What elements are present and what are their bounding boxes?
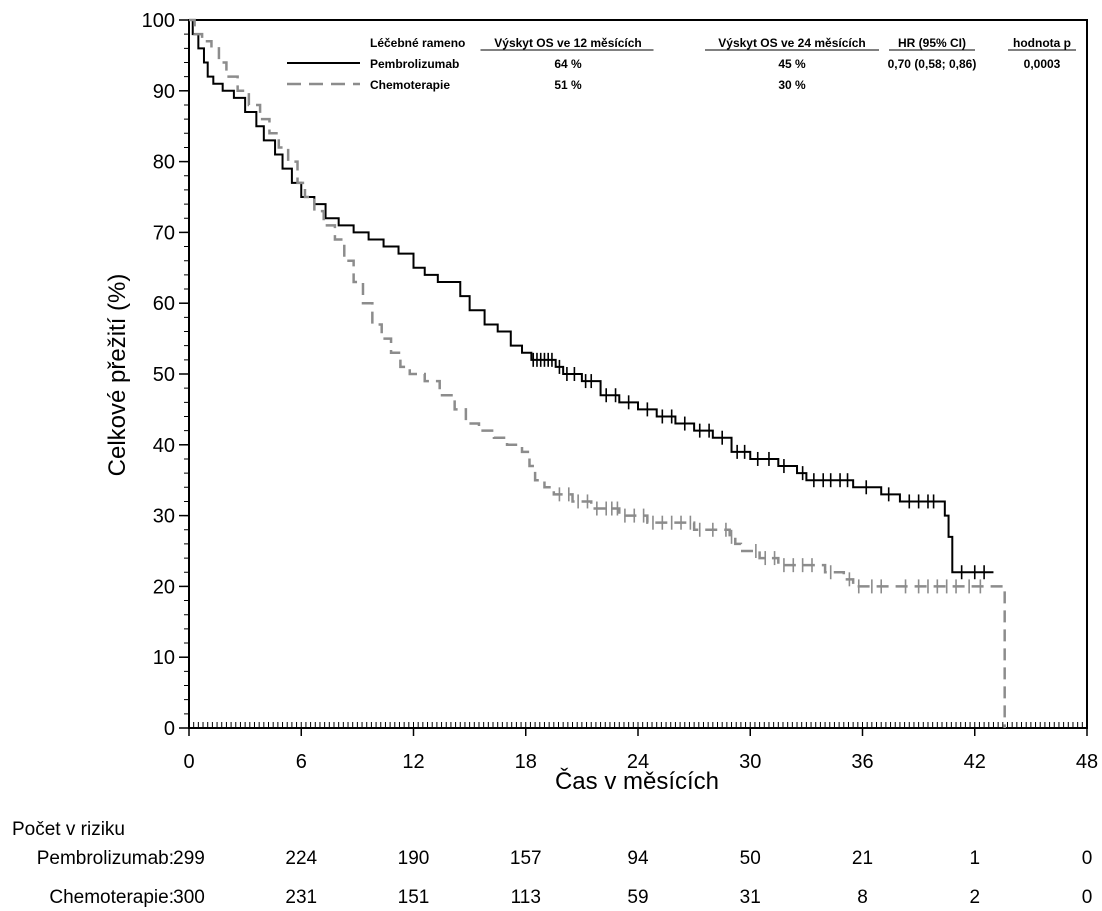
risk-count: 113: [511, 887, 541, 908]
legend-header-arm: Léčebné rameno: [370, 36, 465, 50]
risk-count: 0: [1082, 887, 1093, 908]
x-tick-label: 12: [402, 751, 424, 773]
x-tick-label: 24: [627, 751, 649, 773]
legend-row-0-os24: 45 %: [778, 57, 806, 71]
risk-count: 2: [969, 887, 980, 908]
legend-row-1-arm: Chemoterapie: [370, 78, 450, 92]
risk-row-label: Pembrolizumab:: [37, 848, 174, 869]
x-tick-label: 48: [1076, 751, 1098, 773]
risk-count: 94: [627, 848, 649, 869]
series-line-1: [189, 18, 1006, 728]
legend-header-os24: Výskyt OS ve 24 měsících: [718, 36, 865, 50]
risk-count: 50: [740, 848, 761, 869]
y-tick-label: 30: [153, 506, 175, 528]
risk-count: 8: [857, 887, 868, 908]
legend-header-hr: HR (95% CI): [898, 36, 966, 50]
risk-count: 0: [1082, 848, 1093, 869]
risk-count: 31: [740, 887, 761, 908]
legend-row-0-hr: 0,70 (0,58; 0,86): [888, 57, 977, 71]
plot-frame: [188, 19, 1088, 729]
y-tick-label: 10: [153, 647, 175, 669]
legend-row-0-arm: Pembrolizumab: [370, 57, 459, 71]
x-tick-label: 42: [964, 751, 986, 773]
legend-header-p: hodnota p: [1013, 36, 1071, 50]
legend-header-os12: Výskyt OS ve 12 měsících: [494, 36, 641, 50]
risk-row-label: Chemoterapie:: [49, 887, 174, 908]
survival-curves: [189, 18, 1006, 728]
x-minor-ticks: [188, 722, 1088, 728]
risk-count: 231: [285, 887, 317, 908]
x-tick-label: 18: [515, 751, 537, 773]
y-tick-label: 50: [153, 364, 175, 386]
y-tick-label: 90: [153, 81, 175, 103]
y-axis-title: Celkové přežití (%): [104, 274, 131, 477]
y-tick-label: 100: [142, 10, 175, 32]
y-tick-label: 20: [153, 576, 175, 598]
risk-table-title: Počet v riziku: [12, 819, 125, 840]
risk-count: 299: [173, 848, 205, 869]
y-tick-label: 40: [153, 435, 175, 457]
risk-count: 300: [173, 887, 205, 908]
risk-count: 21: [852, 848, 873, 869]
axes: 0 6 12 18 24 30 36 42 48 0 10 20 30 40 50 60 70 80 90 100: [142, 10, 1099, 773]
legend-row-0-os12: 64 %: [554, 57, 582, 71]
legend-row-1-os12: 51 %: [554, 78, 582, 92]
risk-count: 1: [969, 848, 980, 869]
x-tick-label: 6: [296, 751, 307, 773]
x-axis-title: Čas v měsících: [555, 767, 719, 795]
risk-count: 190: [398, 848, 430, 869]
x-tick-label: 0: [183, 751, 194, 773]
x-tick-label: 36: [851, 751, 873, 773]
risk-count: 224: [285, 848, 317, 869]
x-tick-label: 30: [739, 751, 761, 773]
risk-count: 151: [398, 887, 430, 908]
legend-row-0-p: 0,0003: [1024, 57, 1061, 71]
risk-count: 157: [510, 848, 542, 869]
risk-count: 59: [627, 887, 648, 908]
y-tick-label: 60: [153, 293, 175, 315]
y-tick-label: 80: [153, 152, 175, 174]
risk-table: Počet v riziku Pembrolizumab: 299 224 190 157…: [12, 819, 1092, 908]
series-line-0: [189, 19, 994, 574]
y-tick-label: 70: [153, 222, 175, 244]
y-tick-label: 0: [164, 718, 175, 740]
legend-row-1-os24: 30 %: [778, 78, 806, 92]
legend: Léčebné rameno Výskyt OS ve 12 měsících Vý…: [287, 36, 1076, 92]
